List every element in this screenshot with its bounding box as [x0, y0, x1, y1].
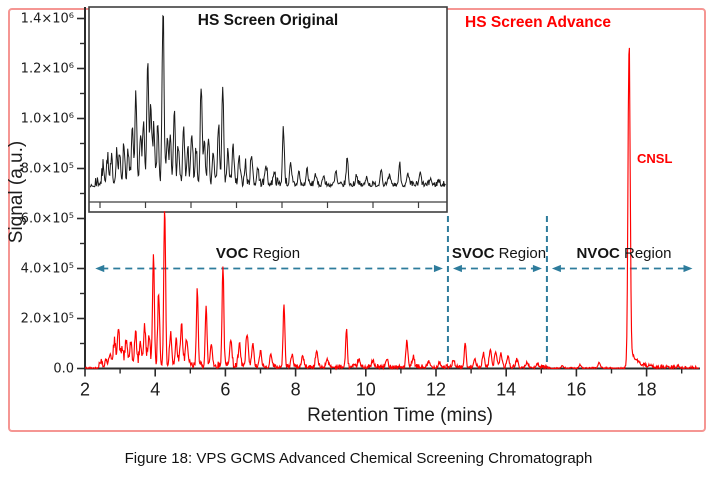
arrowhead: [551, 264, 561, 273]
y-tick-label: 1.0×10⁶: [21, 112, 74, 127]
inset-title: HS Screen Original: [197, 12, 339, 29]
voc-region-label: VOC Region: [216, 245, 300, 262]
voc-region-label-bold: VOC: [215, 245, 249, 262]
x-tick-label: 2: [80, 380, 90, 400]
y-axis-title: Signal (a.u.): [6, 140, 27, 244]
y-tick-label: 0.0: [53, 362, 74, 377]
cnsl-peak-label: CNSL: [637, 151, 673, 166]
region-annotation-lines: [95, 216, 693, 368]
x-tick-label: 10: [356, 380, 376, 400]
x-tick-label: 12: [426, 380, 446, 400]
main-series-label: HS Screen Advance: [465, 14, 611, 31]
x-tick-label: 4: [150, 380, 160, 400]
y-tick-label: 6.0×10⁵: [21, 212, 74, 227]
main-trace-line: [84, 47, 700, 371]
svoc-region-label-rest: Region: [494, 245, 547, 262]
y-tick-label: 4.0×10⁵: [21, 262, 74, 277]
x-tick-label: 18: [637, 380, 657, 400]
arrowhead: [95, 264, 105, 273]
x-tick-label: 16: [566, 380, 586, 400]
arrowhead: [452, 264, 462, 273]
svoc-region-label-bold: SVOC: [451, 245, 495, 262]
voc-region-label-rest: Region: [248, 245, 301, 262]
nvoc-region-label: NVOC Region: [576, 245, 671, 262]
y-tick-label: 1.2×10⁶: [21, 62, 74, 77]
arrowhead: [433, 264, 443, 273]
figure-caption: Figure 18: VPS GCMS Advanced Chemical Sc…: [124, 450, 593, 467]
nvoc-region-label-bold: NVOC: [576, 245, 620, 262]
main-trace: [84, 47, 700, 371]
inset-plot: [88, 6, 448, 213]
arrowhead: [532, 264, 542, 273]
svoc-region-label: SVOC Region: [452, 245, 546, 262]
x-tick-label: 8: [291, 380, 301, 400]
x-tick-label: 14: [496, 380, 516, 400]
arrowhead: [683, 264, 693, 273]
x-axis-title: Retention Time (mins): [307, 405, 493, 426]
y-tick-label: 8.0×10⁵: [21, 162, 74, 177]
y-tick-label: 2.0×10⁵: [21, 312, 74, 327]
y-tick-label: 1.4×10⁶: [21, 12, 74, 27]
nvoc-region-label-rest: Region: [619, 245, 672, 262]
inset-trace-line: [90, 14, 446, 189]
x-tick-label: 6: [220, 380, 230, 400]
